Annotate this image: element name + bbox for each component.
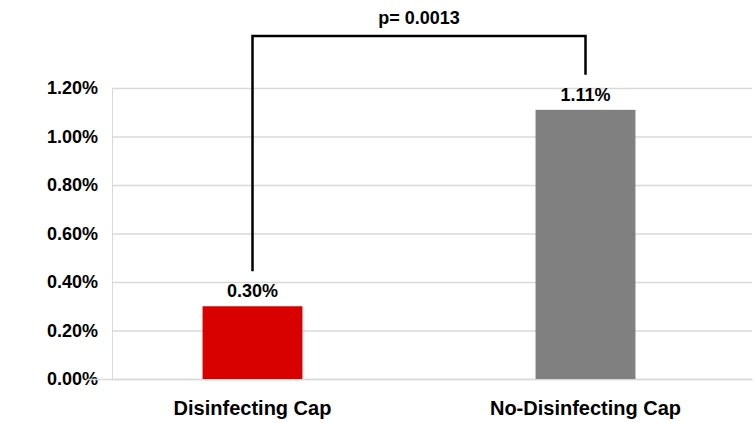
y-tick: 1.20% <box>47 78 752 98</box>
y-tick: 0.40% <box>47 272 752 292</box>
y-axis: 0.00% 0.20% 0.40% 0.60% 0.80% 1.00% 1.20% <box>47 78 752 389</box>
data-label: 0.30% <box>227 281 278 301</box>
bar <box>536 110 636 379</box>
y-tick-label: 0.80% <box>47 175 98 195</box>
annotation: p= 0.0013 <box>378 8 460 28</box>
data-label: 1.11% <box>560 85 610 105</box>
bar <box>203 306 303 379</box>
y-tick: 0.00% <box>47 369 752 389</box>
y-tick: 0.20% <box>47 321 752 341</box>
y-tick-label: 1.00% <box>47 127 98 147</box>
grid-line <box>112 136 752 138</box>
x-tick: No-Disinfecting Cap <box>490 379 681 419</box>
y-tick-label: 0.60% <box>47 224 98 244</box>
grid-line <box>112 282 752 284</box>
y-tick: 0.60% <box>47 224 752 244</box>
chart: 0.00% 0.20% 0.40% 0.60% 0.80% 1.00% 1.20% Disin… <box>0 0 754 423</box>
x-tick-label: No-Disinfecting Cap <box>490 397 681 419</box>
grid-line <box>112 88 752 90</box>
y-tick-label: 1.20% <box>47 78 98 98</box>
y-tick: 0.80% <box>47 175 752 195</box>
y-tick: 1.00% <box>47 127 752 147</box>
x-axis-line <box>87 379 753 381</box>
x-tick-label: Disinfecting Cap <box>174 397 332 419</box>
data-labels: 0.30% 1.11% <box>227 85 611 301</box>
x-axis: Disinfecting Cap No-Disinfecting Cap <box>87 379 753 419</box>
significance-bracket <box>253 36 586 271</box>
grid-line <box>112 185 752 187</box>
bars <box>203 110 636 379</box>
y-tick-label: 0.40% <box>47 272 98 292</box>
grid-line <box>112 233 752 235</box>
y-tick-label: 0.20% <box>47 321 98 341</box>
x-tick: Disinfecting Cap <box>174 379 332 419</box>
